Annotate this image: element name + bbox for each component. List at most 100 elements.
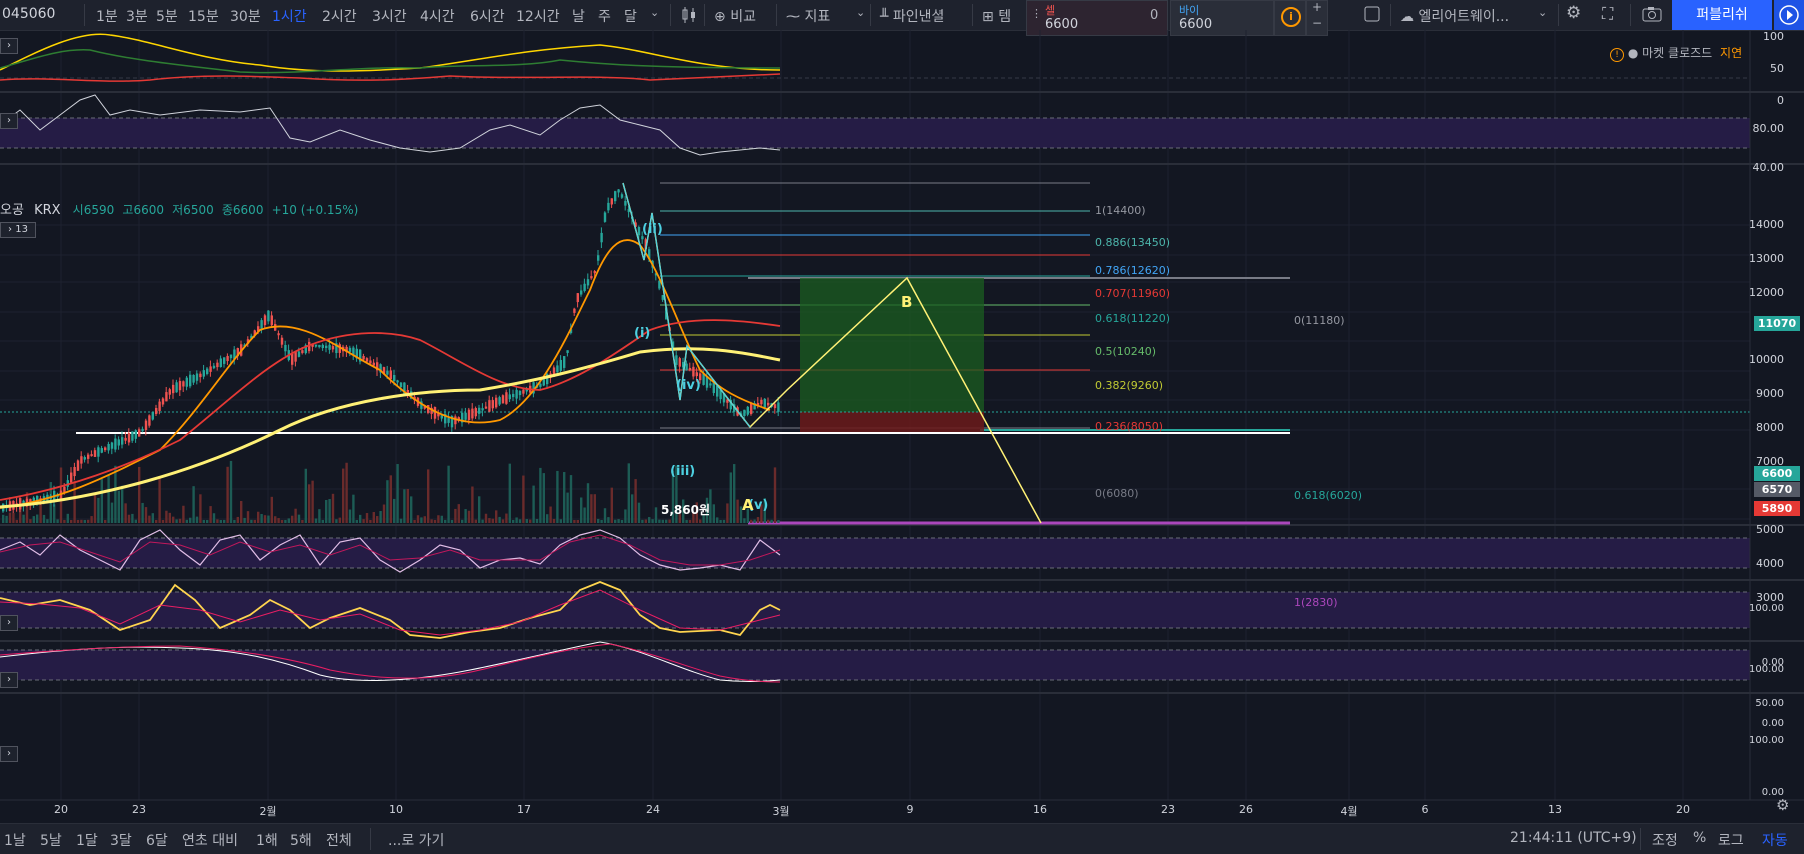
candle — [461, 412, 464, 423]
collapse-main[interactable]: › 13 — [0, 222, 36, 238]
fib-label-0382: 0.382(9260) — [1095, 379, 1164, 392]
camera-icon[interactable] — [1642, 6, 1662, 26]
loss-zone[interactable] — [800, 412, 984, 432]
volume-bar — [410, 496, 413, 523]
interval-1h[interactable]: 1시간 — [272, 9, 307, 25]
range-1y[interactable]: 1해 — [256, 833, 278, 849]
collapse-pane-1[interactable]: › — [0, 38, 18, 54]
volume-bar — [277, 518, 280, 523]
interval-1m[interactable]: 1분 — [96, 9, 118, 25]
volume-bar — [467, 510, 471, 523]
range-1m[interactable]: 1달 — [76, 833, 98, 849]
candle — [777, 402, 780, 412]
interval-day[interactable]: 날 — [572, 9, 585, 25]
collapse-pane-4[interactable]: › — [0, 672, 18, 688]
interval-12h[interactable]: 12시간 — [516, 9, 560, 25]
symbol-label[interactable]: 045060 — [2, 6, 56, 22]
candle — [325, 345, 328, 349]
goto-date-button[interactable]: ...로 가기 — [388, 833, 445, 849]
buy-panel[interactable]: 바이 6600 — [1170, 0, 1274, 36]
volume-bar — [559, 519, 562, 523]
interval-6h[interactable]: 6시간 — [470, 9, 505, 25]
candle — [195, 373, 199, 381]
interval-3m[interactable]: 3분 — [126, 9, 148, 25]
quantity-stepper[interactable]: + − — [1306, 0, 1328, 36]
profit-zone[interactable] — [800, 278, 984, 412]
chevron-down-icon[interactable]: ⌄ — [1538, 6, 1548, 19]
collapse-pane-3[interactable]: › — [0, 615, 18, 631]
log-toggle[interactable]: 로그 — [1718, 833, 1744, 849]
range-5d[interactable]: 5날 — [40, 833, 62, 849]
gear-icon[interactable]: ⚙ — [1566, 3, 1582, 23]
clock-label[interactable]: 21:44:11 (UTC+9) — [1510, 830, 1637, 846]
fullscreen-icon[interactable]: ⛶ — [1602, 4, 1614, 23]
interval-month[interactable]: 달 — [624, 9, 637, 25]
market-status[interactable]: ! ● 마켓 클로즈드 지연 — [1610, 44, 1742, 62]
chart-canvas[interactable] — [0, 30, 1804, 823]
x-label-16: 16 — [1033, 803, 1047, 816]
volume-bar — [661, 519, 664, 523]
volume-bar — [753, 519, 756, 523]
volume-bar — [678, 513, 681, 523]
range-all[interactable]: 전체 — [326, 833, 352, 849]
symbol-legend[interactable]: 오공 KRX 시6590 고6600 저6500 종6600 +10 (+0.1… — [0, 199, 358, 218]
volume-bar — [773, 467, 777, 523]
interval-4h[interactable]: 4시간 — [420, 9, 455, 25]
candle — [716, 385, 719, 397]
volume-bar — [158, 476, 161, 523]
compare-button[interactable]: ⊕ 비교 — [714, 6, 756, 26]
volume-bar — [590, 494, 593, 523]
play-button[interactable] — [1774, 0, 1804, 30]
chevron-down-icon[interactable]: ⌄ — [856, 6, 866, 19]
collapse-pane-2[interactable]: › — [0, 113, 18, 129]
x-label-13: 13 — [1548, 803, 1562, 816]
interval-week[interactable]: 주 — [598, 9, 611, 25]
drag-handle-icon[interactable]: ⋮ — [1031, 7, 1042, 20]
range-3m[interactable]: 3달 — [110, 833, 132, 849]
interval-2h[interactable]: 2시간 — [322, 9, 357, 25]
market-dot-icon: ● — [1627, 46, 1639, 60]
interval-30m[interactable]: 30분 — [230, 9, 261, 25]
candle — [583, 283, 586, 292]
interval-5m[interactable]: 5분 — [156, 9, 178, 25]
range-ytd[interactable]: 연초 대비 — [182, 833, 238, 849]
wave-substructure[interactable] — [622, 182, 751, 428]
candle — [260, 320, 263, 329]
percent-toggle[interactable]: % — [1693, 830, 1707, 846]
axis-8000: 8000 — [1756, 421, 1784, 434]
volume-bar — [719, 519, 722, 523]
templates-button[interactable]: ⊞ 템 — [982, 6, 1011, 26]
collapse-pane-5[interactable]: › — [0, 746, 18, 762]
volume-bar — [155, 519, 158, 523]
info-button[interactable]: i — [1274, 0, 1306, 36]
volume-bar — [600, 519, 603, 523]
volume-bar — [348, 509, 352, 523]
auto-toggle[interactable]: 자동 — [1762, 833, 1788, 849]
publish-button[interactable]: 퍼블리쉬 — [1672, 0, 1772, 30]
adjust-toggle[interactable]: 조정 — [1652, 833, 1678, 849]
chevron-down-icon[interactable]: ⌄ — [650, 6, 660, 19]
candle — [773, 404, 777, 409]
layout-select[interactable]: ☁ 엘리어트웨이... — [1400, 6, 1509, 26]
range-1d[interactable]: 1날 — [4, 833, 26, 849]
range-5y[interactable]: 5해 — [290, 833, 312, 849]
interval-3h[interactable]: 3시간 — [372, 9, 407, 25]
sell-panel[interactable]: ⋮ 셀 6600 — [1026, 0, 1168, 36]
volume-bar — [53, 504, 56, 523]
gear-icon[interactable]: ⚙ — [1776, 796, 1790, 814]
financials-button[interactable]: ╨ 파인낸셜 — [880, 6, 944, 26]
candle — [209, 366, 212, 372]
interval-15m[interactable]: 15분 — [188, 9, 219, 25]
candle — [90, 454, 93, 457]
candle — [607, 202, 610, 211]
checkbox-icon[interactable] — [1364, 6, 1380, 26]
candle — [586, 279, 590, 286]
minus-icon[interactable]: − — [1312, 16, 1323, 30]
plus-icon[interactable]: + — [1312, 0, 1323, 14]
indicators-button[interactable]: ⁓ 지표 — [786, 6, 830, 26]
candle-type-icon[interactable] — [680, 6, 698, 28]
volume-bar — [291, 515, 294, 523]
candle — [566, 350, 569, 353]
range-6m[interactable]: 6달 — [146, 833, 168, 849]
wave-label-i: (i) — [634, 326, 651, 341]
